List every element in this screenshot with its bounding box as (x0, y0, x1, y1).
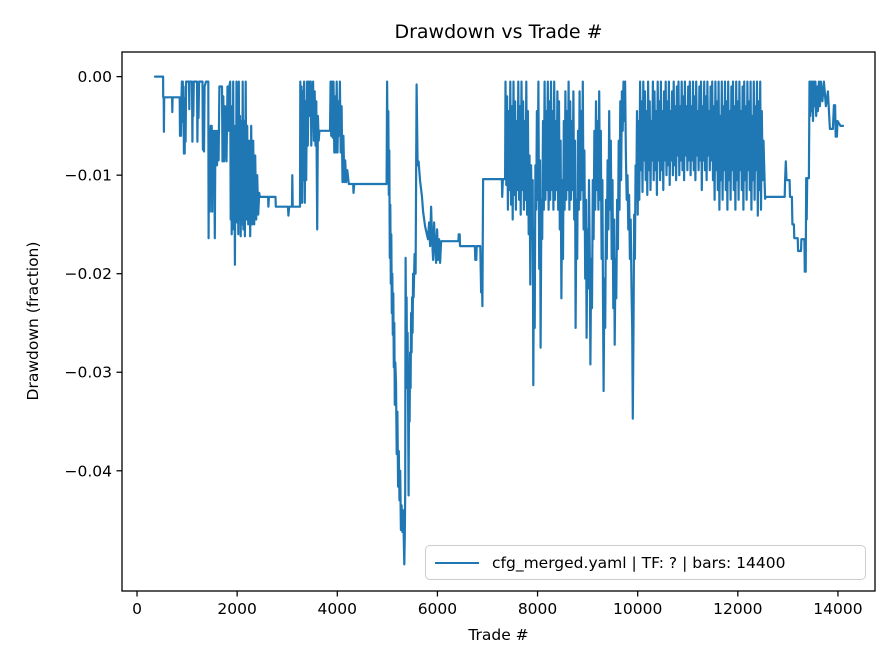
x-tick-label: 6000 (418, 600, 457, 618)
drawdown-line (153, 75, 845, 566)
chart-title: Drawdown vs Trade # (394, 21, 603, 43)
x-tick-label: 2000 (217, 600, 256, 618)
legend: cfg_merged.yaml | TF: ? | bars: 14400 (425, 545, 866, 580)
y-tick-label: −0.04 (65, 462, 113, 480)
legend-label: cfg_merged.yaml | TF: ? | bars: 14400 (492, 553, 786, 572)
x-tick-label: 8000 (518, 600, 557, 618)
x-tick-label: 0 (132, 600, 142, 618)
y-tick-label: 0.00 (77, 68, 112, 86)
y-tick-label: −0.03 (65, 364, 113, 382)
y-axis-label: Drawdown (fraction) (24, 241, 42, 401)
y-tick-label: −0.01 (65, 167, 113, 185)
axes-frame (121, 51, 876, 592)
x-tick-label: 12000 (713, 600, 762, 618)
legend-line-sample (435, 561, 479, 564)
x-tick-label: 14000 (813, 600, 862, 618)
x-tick-label: 10000 (613, 600, 662, 618)
x-tick-label: 4000 (318, 600, 357, 618)
y-tick-label: −0.02 (65, 265, 113, 283)
x-axis-label: Trade # (468, 626, 529, 644)
